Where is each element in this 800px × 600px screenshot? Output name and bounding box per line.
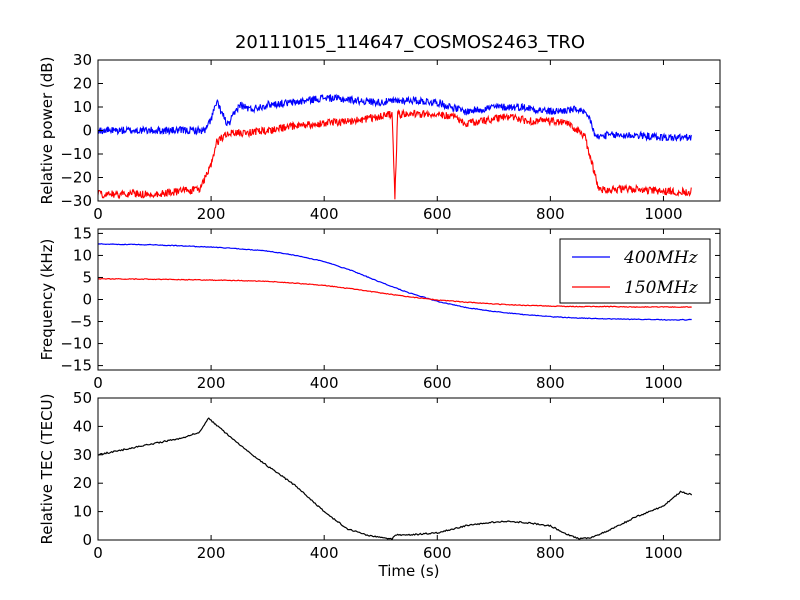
y-tick-label: 30 — [73, 51, 92, 69]
y-tick-label: 0 — [82, 531, 92, 549]
y-tick-label: −15 — [60, 357, 92, 375]
y-tick-label: 30 — [73, 446, 92, 464]
y-tick-label: 10 — [73, 98, 92, 116]
y-tick-label: 40 — [73, 417, 92, 435]
series-line-1-2 — [98, 108, 692, 200]
y-tick-label: −30 — [60, 192, 92, 210]
x-tick-label: 800 — [536, 374, 565, 392]
x-tick-label: 800 — [536, 544, 565, 562]
subplot-2: 0 200 400 600 800 1000 −15 −10 −5 0 5 10 15 Frequency… — [38, 224, 721, 392]
series-line-2-2 — [98, 277, 692, 308]
x-tick-label: 1000 — [644, 374, 682, 392]
series-line-3-1 — [98, 417, 693, 540]
subplot-panels: 0 200 400 600 800 1000−30−20−100102030Relativ… — [38, 51, 721, 580]
x-tick-label: 0 — [93, 544, 103, 562]
axes-frame — [97, 397, 721, 541]
x-tick-label: 0 — [93, 374, 103, 392]
legend-box — [559, 238, 711, 304]
y-tick-label: −20 — [60, 169, 92, 187]
y-tick-label: 15 — [73, 224, 92, 242]
y-axis-label: Frequency (kHz) — [38, 239, 56, 361]
chart-title: 20111015_114647_COSMOS2463_TRO — [235, 32, 585, 53]
subplot-3: 0 200 400 600 800 1000 0 10 20 30 40 50 Relative TEC… — [38, 389, 721, 580]
y-tick-label: 10 — [73, 503, 92, 521]
x-tick-label: 0 — [93, 205, 103, 223]
y-tick-label: 5 — [82, 268, 92, 286]
y-tick-label: 20 — [73, 75, 92, 93]
x-tick-label: 200 — [197, 205, 226, 223]
x-tick-label: 800 — [536, 205, 565, 223]
y-tick-label: 0 — [82, 122, 92, 140]
x-tick-label: 1000 — [644, 205, 682, 223]
y-tick-label: 20 — [73, 474, 92, 492]
x-tick-label: 600 — [423, 205, 452, 223]
y-tick-label: −10 — [60, 335, 92, 353]
series-line-2-1 — [98, 243, 692, 321]
x-tick-label: 400 — [310, 374, 339, 392]
x-tick-label: 200 — [197, 374, 226, 392]
subplot-1: 0 200 400 600 800 1000 −30 −20 −10 0 10 20 30 Relativ… — [38, 51, 721, 223]
x-tick-label: 1000 — [644, 544, 682, 562]
y-axis-label: Relative power (dB) — [38, 57, 56, 205]
legend-label: 150MHz — [624, 278, 699, 298]
legend-label: 400MHz — [623, 248, 699, 268]
y-tick-label: 50 — [73, 389, 92, 407]
y-tick-label: 10 — [73, 246, 92, 264]
y-tick-label: 0 — [82, 291, 92, 309]
x-tick-label: 600 — [423, 374, 452, 392]
series-line-1-1 — [98, 93, 693, 142]
x-tick-label: 200 — [197, 544, 226, 562]
y-axis-label: Relative TEC (TECU) — [38, 394, 56, 545]
y-tick-label: −10 — [60, 145, 92, 163]
x-tick-label: 600 — [423, 544, 452, 562]
x-axis-label: Time (s) — [378, 562, 440, 580]
y-tick-label: −5 — [70, 313, 92, 331]
x-tick-label: 400 — [310, 205, 339, 223]
x-tick-label: 400 — [310, 544, 339, 562]
